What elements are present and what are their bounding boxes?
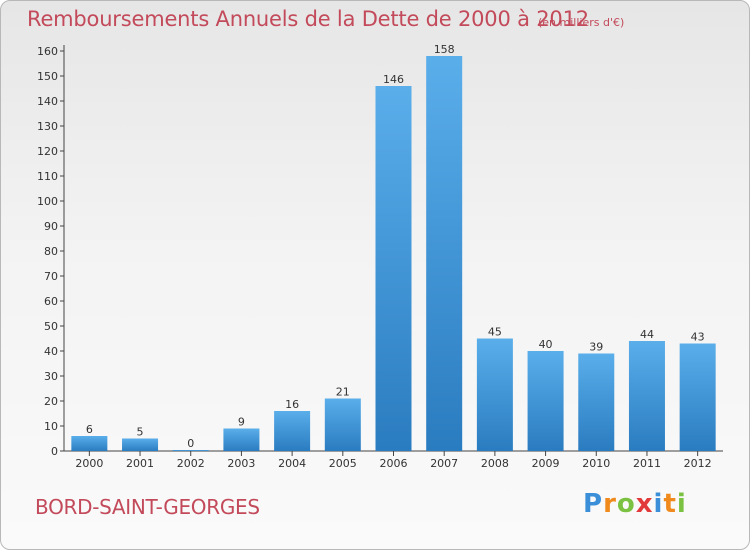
x-axis: 2000 2001 2002 2003 2004 2005 2006 2007 2008 2009… — [64, 450, 723, 470]
bar — [578, 353, 615, 451]
bar-value-label: 43 — [691, 331, 705, 344]
x-tick-label: 2007 — [430, 457, 458, 470]
logo-letter: i — [676, 489, 687, 519]
y-axis: 0 10 20 30 40 50 60 70 80 90 100 110 120 130 140 150 160 — [37, 45, 65, 458]
bar — [679, 343, 716, 451]
bar-value-label: 45 — [488, 326, 502, 339]
bar — [71, 436, 108, 451]
bar — [274, 411, 311, 451]
y-tick-label: 20 — [44, 395, 58, 408]
bar-value-label: 146 — [383, 73, 404, 86]
bar — [375, 86, 412, 451]
y-tick-label: 90 — [44, 220, 58, 233]
x-tick-label: 2010 — [582, 457, 610, 470]
bar-value-label: 5 — [137, 426, 144, 439]
x-tick-label: 2001 — [126, 457, 154, 470]
x-tick-label: 2000 — [75, 457, 103, 470]
logo-letter: t — [663, 489, 677, 519]
y-tick-label: 130 — [37, 120, 58, 133]
bar-value-label: 9 — [238, 416, 245, 429]
logo-letter: x — [635, 489, 654, 519]
x-tick-label: 2002 — [177, 457, 205, 470]
y-tick-label: 120 — [37, 145, 58, 158]
bar — [223, 428, 260, 451]
value-labels: 6 5 0 9 16 21 146 158 45 40 39 44 43 — [86, 43, 705, 450]
y-tick-label: 30 — [44, 370, 58, 383]
bar — [476, 338, 513, 451]
bar-value-label: 0 — [187, 437, 194, 450]
y-tick-label: 10 — [44, 420, 58, 433]
y-tick-label: 100 — [37, 195, 58, 208]
bar-value-label: 6 — [86, 423, 93, 436]
y-tick-label: 70 — [44, 270, 58, 283]
y-tick-label: 110 — [37, 170, 58, 183]
bar-value-label: 39 — [589, 341, 603, 354]
y-tick-label: 160 — [37, 45, 58, 58]
x-tick-label: 2006 — [380, 457, 408, 470]
bar-value-label: 40 — [539, 338, 553, 351]
bar — [527, 351, 564, 451]
y-tick-label: 60 — [44, 295, 58, 308]
logo-letter: r — [603, 489, 617, 519]
y-tick-label: 0 — [51, 445, 58, 458]
x-tick-label: 2011 — [633, 457, 661, 470]
logo-letter: i — [653, 489, 664, 519]
bars — [71, 56, 716, 451]
y-tick-label: 140 — [37, 95, 58, 108]
chart-title: Remboursements Annuels de la Dette de 20… — [27, 7, 589, 31]
x-tick-label: 2008 — [481, 457, 509, 470]
chart-subtitle: (en milliers d'€) — [538, 16, 625, 29]
bar — [122, 438, 159, 451]
x-tick-label: 2004 — [278, 457, 306, 470]
logo-letter: o — [616, 489, 636, 519]
y-tick-label: 80 — [44, 245, 58, 258]
x-tick-label: 2012 — [684, 457, 712, 470]
bar — [426, 56, 463, 451]
x-tick-label: 2005 — [329, 457, 357, 470]
y-tick-label: 150 — [37, 70, 58, 83]
y-tick-label: 40 — [44, 345, 58, 358]
commune-name: BORD-SAINT-GEORGES — [35, 495, 260, 519]
bar-value-label: 16 — [285, 398, 299, 411]
x-tick-label: 2003 — [227, 457, 255, 470]
bar-value-label: 158 — [434, 43, 455, 56]
bar — [172, 450, 209, 451]
bar — [324, 398, 361, 451]
logo-letter: P — [583, 489, 604, 519]
x-tick-label: 2009 — [532, 457, 560, 470]
bar — [628, 341, 665, 451]
bar-value-label: 44 — [640, 328, 654, 341]
y-tick-label: 50 — [44, 320, 58, 333]
bar-value-label: 21 — [336, 386, 350, 399]
proxiti-logo[interactable]: Proxiti — [583, 489, 687, 519]
